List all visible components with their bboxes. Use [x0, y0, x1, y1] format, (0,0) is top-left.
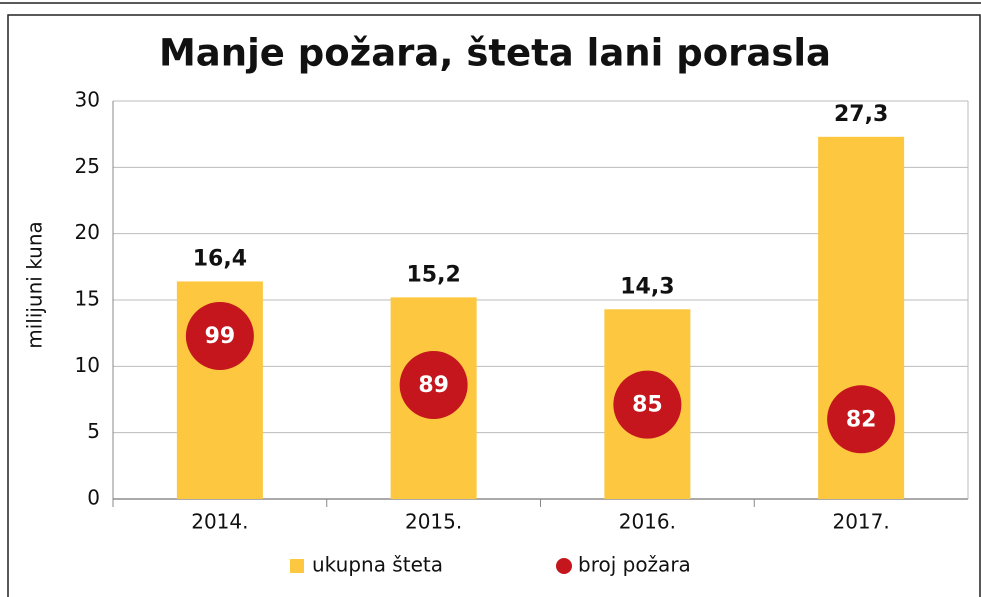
- value-label: 27,3: [834, 102, 888, 127]
- legend-swatch: [290, 559, 304, 573]
- value-label: 15,2: [406, 262, 460, 287]
- x-tick-label: 2016.: [619, 510, 676, 534]
- dot-label: 99: [205, 324, 236, 349]
- legend-swatch: [556, 558, 572, 574]
- fire-count-dot: [613, 370, 682, 439]
- y-tick-label: 30: [75, 88, 100, 112]
- x-tick-label: 2015.: [405, 510, 462, 534]
- y-tick-label: 20: [75, 220, 100, 244]
- y-axis-label: milijuni kuna: [23, 221, 47, 349]
- y-tick-label: 10: [75, 353, 100, 377]
- legend-label: broj požara: [578, 553, 691, 577]
- fire-count-dot: [185, 302, 254, 370]
- x-tick-label: 2017.: [832, 510, 889, 534]
- fire-count-dot: [399, 351, 468, 419]
- dot-label: 89: [418, 373, 449, 398]
- value-label: 16,4: [193, 246, 247, 271]
- y-tick-label: 25: [75, 154, 100, 178]
- chart-title: Manje požara, šteta lani porasla: [159, 32, 831, 75]
- y-tick-label: 5: [87, 419, 100, 443]
- frame: [7, 14, 981, 597]
- dot-label: 85: [632, 393, 663, 418]
- y-tick-label: 0: [87, 486, 100, 510]
- dot-label: 82: [846, 407, 877, 432]
- y-tick-label: 15: [75, 287, 100, 311]
- x-tick-label: 2014.: [191, 510, 248, 534]
- fire-count-dot: [827, 385, 896, 454]
- value-label: 14,3: [620, 274, 674, 299]
- legend-label: ukupna šteta: [312, 553, 443, 577]
